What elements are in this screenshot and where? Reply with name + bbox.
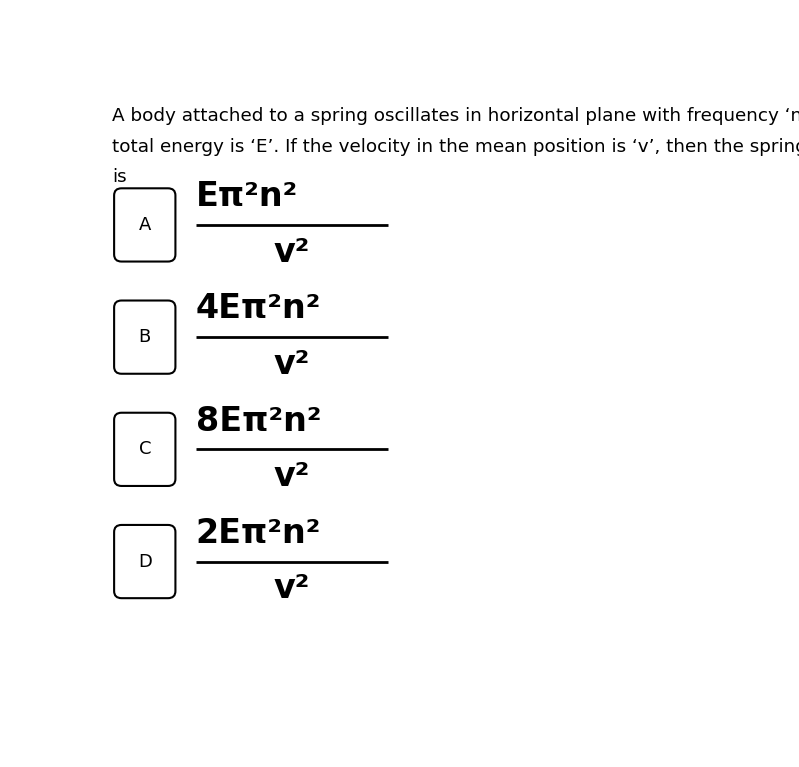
Text: B: B xyxy=(139,328,151,346)
Text: C: C xyxy=(138,440,151,459)
Text: 8Eπ²n²: 8Eπ²n² xyxy=(196,404,321,437)
Text: A body attached to a spring oscillates in horizontal plane with frequency ‘n’. I: A body attached to a spring oscillates i… xyxy=(112,107,799,125)
Text: 2Eπ²n²: 2Eπ²n² xyxy=(196,517,321,550)
Text: v²: v² xyxy=(273,572,310,605)
Text: A: A xyxy=(138,216,151,234)
Text: is: is xyxy=(112,168,127,186)
Text: total energy is ‘E’. If the velocity in the mean position is ‘v’, then the sprin: total energy is ‘E’. If the velocity in … xyxy=(112,137,799,156)
Text: v²: v² xyxy=(273,347,310,380)
FancyBboxPatch shape xyxy=(114,189,176,262)
FancyBboxPatch shape xyxy=(114,413,176,486)
Text: 4Eπ²n²: 4Eπ²n² xyxy=(196,292,321,325)
Text: D: D xyxy=(138,552,152,571)
Text: Eπ²n²: Eπ²n² xyxy=(196,180,298,213)
FancyBboxPatch shape xyxy=(114,301,176,374)
Text: v²: v² xyxy=(273,235,310,268)
FancyBboxPatch shape xyxy=(114,525,176,598)
Text: v²: v² xyxy=(273,460,310,493)
